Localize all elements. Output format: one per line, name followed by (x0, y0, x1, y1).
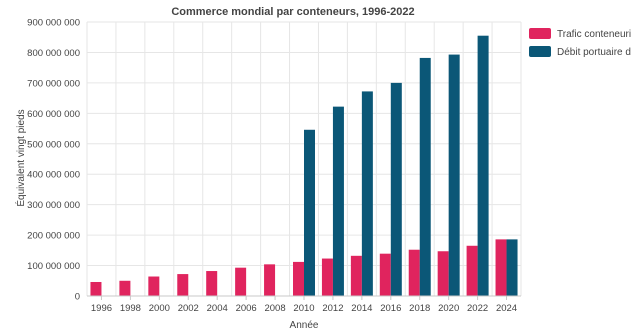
bar-trafic-2004[interactable] (206, 271, 218, 296)
x-axis-ticks: 1996 1998 2000 2002 2004 2006 2008 2010 2012 2014… (91, 296, 517, 314)
legend-swatch (529, 28, 551, 39)
legend-label: Trafic conteneuris (557, 29, 631, 40)
y-axis-ticks: 0 100 000 000 200 000 000 300 000 000 400 00… (27, 18, 80, 303)
bar-debit-2024[interactable] (506, 239, 518, 296)
y-axis-label: Équivalent vingt pieds (14, 109, 27, 206)
bar-trafic-2022[interactable] (466, 245, 478, 296)
x-tick-label: 2004 (207, 303, 228, 314)
y-tick-label: 800 000 000 (27, 48, 80, 59)
bar-trafic-2008[interactable] (264, 264, 276, 296)
x-axis-label: Année (290, 320, 319, 331)
chart-title: Commerce mondial par conteneurs, 1996-20… (171, 6, 414, 18)
y-tick-label: 300 000 000 (27, 200, 80, 211)
legend-label: Débit portuaire de (557, 47, 631, 58)
x-tick-label: 2016 (380, 303, 401, 314)
bar-debit-2012[interactable] (332, 106, 344, 296)
legend[interactable]: Trafic conteneuris Débit portuaire de (529, 28, 631, 58)
x-tick-label: 2012 (322, 303, 343, 314)
bar-trafic-2002[interactable] (177, 274, 189, 296)
x-tick-label: 2014 (351, 303, 372, 314)
x-tick-label: 2020 (438, 303, 459, 314)
x-tick-label: 2008 (264, 303, 285, 314)
bar-trafic-2010[interactable] (293, 261, 304, 296)
y-tick-label: 500 000 000 (27, 139, 80, 150)
x-tick-label: 2000 (149, 303, 170, 314)
x-tick-label: 2024 (496, 303, 517, 314)
legend-swatch (529, 46, 551, 57)
bar-debit-2010[interactable] (304, 129, 315, 296)
bar-trafic-2014[interactable] (350, 255, 362, 296)
grid (86, 21, 522, 296)
bar-trafic-2020[interactable] (437, 251, 449, 296)
bar-debit-2022[interactable] (477, 35, 489, 296)
y-tick-label: 0 (75, 292, 80, 303)
x-tick-label: 1998 (120, 303, 141, 314)
bar-trafic-2024[interactable] (495, 239, 507, 296)
bar-trafic-2000[interactable] (148, 276, 160, 296)
legend-item-trafic[interactable]: Trafic conteneuris (529, 28, 631, 40)
bars (90, 35, 518, 297)
x-tick-label: 2018 (409, 303, 430, 314)
x-tick-label: 2002 (178, 303, 199, 314)
bar-trafic-2018[interactable] (408, 249, 420, 296)
y-tick-label: 900 000 000 (27, 18, 80, 29)
y-tick-label: 700 000 000 (27, 78, 80, 89)
bar-trafic-2006[interactable] (235, 267, 247, 296)
bar-trafic-1998[interactable] (119, 280, 131, 296)
y-tick-label: 400 000 000 (27, 170, 80, 181)
bar-trafic-2012[interactable] (321, 258, 333, 296)
y-tick-label: 600 000 000 (27, 109, 80, 120)
x-tick-label: 1996 (91, 303, 112, 314)
bar-trafic-1996[interactable] (90, 281, 102, 296)
y-tick-label: 200 000 000 (27, 231, 80, 242)
x-tick-label: 2006 (236, 303, 257, 314)
x-tick-label: 2010 (293, 303, 314, 314)
legend-item-debit[interactable]: Débit portuaire de (529, 46, 631, 58)
y-tick-label: 100 000 000 (27, 261, 80, 272)
bar-debit-2016[interactable] (390, 82, 402, 296)
bar-debit-2020[interactable] (448, 54, 460, 296)
x-tick-label: 2022 (467, 303, 488, 314)
bar-debit-2018[interactable] (419, 57, 431, 297)
bar-trafic-2016[interactable] (379, 253, 391, 296)
bar-debit-2014[interactable] (361, 91, 373, 296)
